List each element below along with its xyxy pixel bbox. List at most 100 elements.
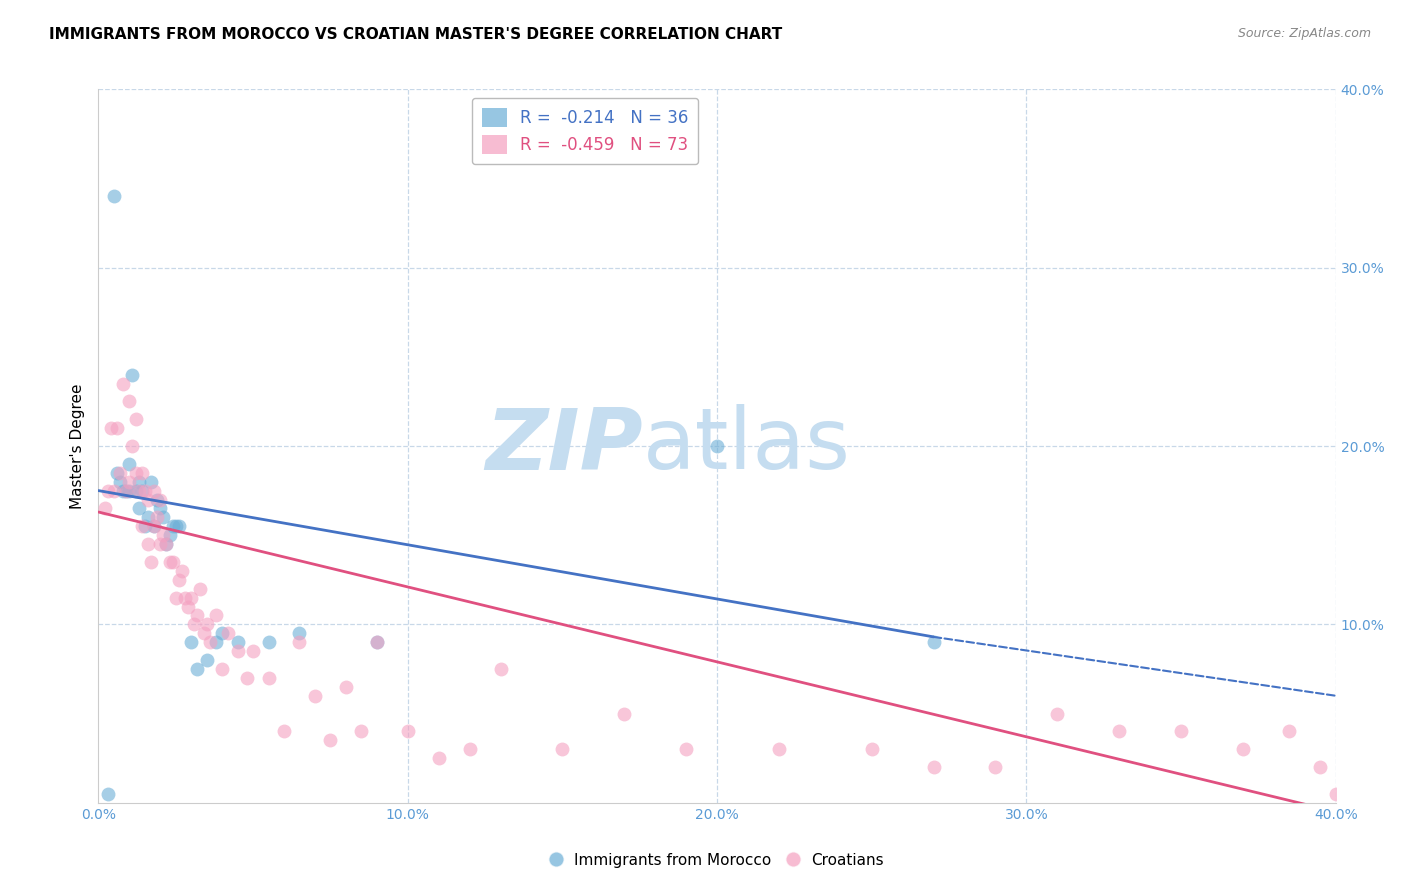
Point — [128, 501, 150, 516]
Point — [205, 608, 228, 623]
Point — [136, 537, 159, 551]
Point — [118, 475, 141, 489]
Point — [143, 519, 166, 533]
Point — [335, 680, 357, 694]
Point — [149, 501, 172, 516]
Point — [134, 483, 156, 498]
Point — [922, 760, 945, 774]
Point — [170, 564, 193, 578]
Point — [1170, 724, 1192, 739]
Legend: Immigrants from Morocco, Croatians: Immigrants from Morocco, Croatians — [544, 847, 890, 873]
Point — [139, 555, 162, 569]
Point — [195, 617, 218, 632]
Point — [121, 439, 143, 453]
Point — [118, 457, 141, 471]
Point — [112, 376, 135, 391]
Point — [97, 787, 120, 801]
Point — [1046, 706, 1069, 721]
Point — [115, 483, 138, 498]
Point — [177, 599, 200, 614]
Point — [128, 483, 150, 498]
Point — [226, 644, 249, 658]
Point — [124, 483, 146, 498]
Point — [152, 510, 174, 524]
Point — [242, 644, 264, 658]
Point — [193, 626, 215, 640]
Point — [186, 608, 208, 623]
Point — [273, 724, 295, 739]
Point — [134, 519, 156, 533]
Point — [613, 706, 636, 721]
Point — [183, 617, 205, 632]
Point — [1324, 787, 1347, 801]
Point — [489, 662, 512, 676]
Point — [155, 537, 177, 551]
Point — [304, 689, 326, 703]
Point — [195, 653, 218, 667]
Point — [205, 635, 228, 649]
Point — [288, 635, 311, 649]
Point — [112, 483, 135, 498]
Point — [458, 742, 481, 756]
Point — [211, 626, 233, 640]
Point — [115, 483, 138, 498]
Point — [146, 510, 169, 524]
Point — [165, 519, 187, 533]
Point — [108, 466, 131, 480]
Point — [118, 394, 141, 409]
Point — [93, 501, 115, 516]
Point — [165, 591, 187, 605]
Point — [146, 492, 169, 507]
Point — [860, 742, 883, 756]
Text: IMMIGRANTS FROM MOROCCO VS CROATIAN MASTER'S DEGREE CORRELATION CHART: IMMIGRANTS FROM MOROCCO VS CROATIAN MAST… — [49, 27, 783, 42]
Point — [121, 368, 143, 382]
Text: ZIP: ZIP — [485, 404, 643, 488]
Point — [149, 537, 172, 551]
Point — [100, 421, 122, 435]
Text: Source: ZipAtlas.com: Source: ZipAtlas.com — [1237, 27, 1371, 40]
Point — [1278, 724, 1301, 739]
Text: atlas: atlas — [643, 404, 851, 488]
Point — [427, 751, 450, 765]
Point — [236, 671, 259, 685]
Point — [167, 519, 190, 533]
Point — [319, 733, 342, 747]
Point — [768, 742, 790, 756]
Point — [180, 591, 202, 605]
Point — [159, 555, 181, 569]
Point — [152, 528, 174, 542]
Point — [1309, 760, 1331, 774]
Point — [118, 483, 141, 498]
Point — [226, 635, 249, 649]
Point — [139, 475, 162, 489]
Y-axis label: Master's Degree: Master's Degree — [69, 384, 84, 508]
Point — [131, 466, 153, 480]
Point — [984, 760, 1007, 774]
Point — [124, 412, 146, 426]
Point — [128, 475, 150, 489]
Point — [217, 626, 239, 640]
Point — [675, 742, 697, 756]
Point — [1108, 724, 1130, 739]
Point — [103, 189, 125, 203]
Point — [190, 582, 212, 596]
Point — [366, 635, 388, 649]
Point — [136, 492, 159, 507]
Point — [211, 662, 233, 676]
Point — [366, 635, 388, 649]
Point — [143, 519, 166, 533]
Point — [162, 519, 184, 533]
Point — [706, 439, 728, 453]
Point — [136, 510, 159, 524]
Point — [131, 519, 153, 533]
Point — [396, 724, 419, 739]
Point — [1232, 742, 1254, 756]
Point — [159, 528, 181, 542]
Point — [257, 635, 280, 649]
Point — [149, 492, 172, 507]
Point — [288, 626, 311, 640]
Point — [198, 635, 221, 649]
Point — [108, 475, 131, 489]
Point — [551, 742, 574, 756]
Point — [174, 591, 197, 605]
